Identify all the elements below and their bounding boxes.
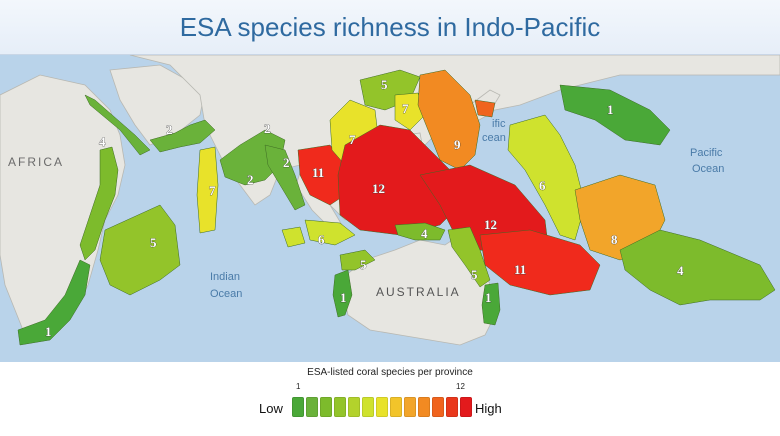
province-south-africa — [17, 259, 91, 346]
page-title: ESA species richness in Indo-Pacific — [179, 11, 601, 42]
num-west-australia: 1 — [340, 290, 347, 305]
province-ryukyu — [474, 99, 496, 118]
label-indian-ocean-2: Ocean — [210, 288, 242, 300]
province-timor-arafura — [394, 222, 446, 241]
num-madagascar: 5 — [150, 235, 157, 250]
legend-high-label: High — [475, 401, 502, 416]
legend-swatch — [390, 397, 402, 417]
legend-swatch — [432, 397, 444, 417]
legend-swatch — [320, 397, 332, 417]
legend-title: ESA-listed coral species per province — [307, 367, 473, 378]
num-andaman: 2 — [283, 155, 290, 170]
num-south-africa: 1 — [45, 324, 52, 339]
num-cocos-java: 6 — [318, 232, 325, 247]
eurasia-landmass — [129, 55, 780, 221]
province-java-south — [304, 219, 356, 246]
num-bay-of-bengal: 2 — [264, 121, 271, 136]
province-micronesia — [507, 114, 586, 241]
num-nw-australia: 5 — [360, 257, 367, 272]
province-madagascar — [99, 204, 181, 296]
legend-swatch — [362, 397, 374, 417]
map-labels: AFRICA Indian Ocean Pacific Ocean ific c… — [8, 118, 724, 300]
coral-provinces — [17, 69, 776, 346]
legend-max-value: 12 — [456, 382, 465, 391]
num-south-china-coast: 5 — [381, 77, 388, 92]
num-polynesia: 4 — [677, 263, 684, 278]
num-fiji-line: 8 — [611, 232, 618, 247]
legend-swatch — [404, 397, 416, 417]
legend-swatch — [292, 397, 304, 417]
num-japan: 9 — [454, 137, 461, 152]
num-south-china-sea: 7 — [402, 101, 409, 116]
map-canvas[interactable]: AFRICA Indian Ocean Pacific Ocean ific c… — [0, 55, 780, 362]
num-arabian-sea-south: 2 — [247, 172, 254, 187]
num-gulf-tonkin: 7 — [349, 132, 356, 147]
label-pacific-ocean-2: Ocean — [692, 163, 724, 175]
province-east-australia — [481, 282, 501, 326]
label-pacific-partial-1: ific — [492, 118, 506, 130]
num-coral-triangle: 12 — [372, 181, 385, 196]
province-japan — [417, 69, 481, 171]
label-africa: AFRICA — [8, 155, 64, 169]
legend: ESA-listed coral species per province 1 … — [0, 362, 780, 436]
province-red-sea — [84, 94, 151, 156]
num-south-china-sea-west: 11 — [312, 165, 324, 180]
legend-swatch — [418, 397, 430, 417]
legend-low-label: Low — [259, 401, 283, 416]
legend-min-value: 1 — [296, 382, 301, 391]
province-polynesia — [619, 229, 776, 306]
province-gulf-carpentaria — [447, 226, 491, 288]
legend-swatch — [376, 397, 388, 417]
map[interactable]: AFRICA Indian Ocean Pacific Ocean ific c… — [0, 55, 780, 362]
num-solomon-vanuatu: 11 — [514, 262, 526, 277]
num-east-africa: 4 — [99, 134, 106, 149]
province-nw-australia — [339, 249, 376, 271]
num-micronesia: 6 — [539, 178, 546, 193]
legend-swatch — [446, 397, 458, 417]
num-maldives: 7 — [209, 183, 216, 198]
province-maldives — [196, 146, 219, 234]
province-south-china-sea — [394, 92, 426, 131]
label-pacific-ocean-1: Pacific — [690, 147, 723, 159]
label-pacific-partial-2: cean — [482, 132, 506, 144]
province-hawaii — [559, 84, 671, 146]
num-gulf-carpentaria: 5 — [471, 267, 478, 282]
label-australia: AUSTRALIA — [376, 285, 461, 299]
label-indian-ocean-1: Indian — [210, 271, 240, 283]
num-red-sea: 2 — [166, 122, 173, 137]
num-east-australia: 1 — [485, 290, 492, 305]
legend-swatch — [460, 397, 472, 417]
province-andaman — [264, 144, 306, 211]
province-numbers: 2 4 1 5 2 7 2 2 6 11 5 7 7 12 9 6 1 1 5 … — [45, 77, 685, 340]
num-timor-arafura: 4 — [421, 226, 428, 241]
africa-landmass — [0, 74, 126, 341]
province-solomon — [479, 229, 601, 296]
province-cocos — [281, 226, 306, 248]
legend-swatch — [306, 397, 318, 417]
num-melanesia: 12 — [484, 217, 497, 232]
num-hawaii: 1 — [607, 102, 614, 117]
legend-color-scale — [292, 397, 472, 417]
legend-swatch — [348, 397, 360, 417]
province-east-africa — [79, 146, 119, 261]
legend-swatch — [334, 397, 346, 417]
title-bar: ESA species richness in Indo-Pacific — [0, 0, 780, 55]
province-arabian-sea — [149, 119, 216, 153]
